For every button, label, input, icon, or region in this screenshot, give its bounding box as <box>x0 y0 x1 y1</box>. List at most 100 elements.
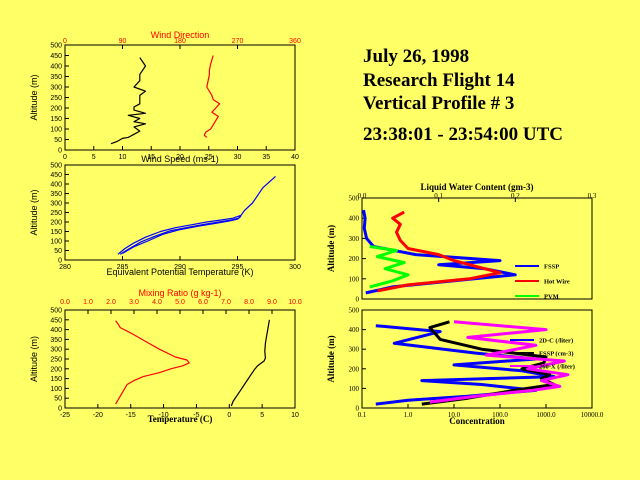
theta_e-y-tick-label: 400 <box>50 182 62 189</box>
temp_mixing-x-tick-label: -25 <box>60 412 70 419</box>
wind-plot-frame <box>64 44 296 151</box>
theta_e-x-tick-label: 295 <box>232 264 244 271</box>
wind-x-tick-label: 10 <box>119 154 127 161</box>
lwc-top-tick-label: 0.3 <box>588 192 597 200</box>
temp_mixing-top-tick-label: 9.0 <box>267 299 277 306</box>
wind-x-tick-label: 0 <box>63 154 67 161</box>
theta_e-y-tick-label: 100 <box>50 239 62 246</box>
concentration-y-tick-label: 200 <box>349 365 360 373</box>
wind-y-tick-label: 400 <box>50 64 62 71</box>
wind-y-tick-label: 0 <box>58 148 62 155</box>
temp_mixing-top-tick-label: 0.0 <box>60 299 70 306</box>
lwc-series-2-line <box>369 245 410 289</box>
theta_e-series-2-line <box>122 215 242 254</box>
wind-y-tick-label: 500 <box>50 43 62 50</box>
temp_mixing-top-tick-label: 8.0 <box>244 299 254 306</box>
lwc-top-tick-label: 0.0 <box>358 192 367 200</box>
temp_mixing-x-axis-label: Temperature (C) <box>148 414 213 424</box>
temp_mixing-top-tick-label: 4.0 <box>152 299 162 306</box>
theta_e-x-axis-label: Equivalent Potential Temperature (K) <box>107 267 254 277</box>
temp_mixing-x-tick-label: -15 <box>126 412 136 419</box>
concentration-legend-label: 260-X (/liter) <box>539 364 575 371</box>
header-date: July 26, 1998 <box>363 46 470 67</box>
theta_e-series-0-line <box>117 175 276 255</box>
theta_e-y-axis-label: Altitude (m) <box>29 189 39 235</box>
theta_e-x-tick-label: 280 <box>59 264 71 271</box>
theta_e-y-tick-label: 300 <box>50 201 62 208</box>
wind-x-axis-label: Wind Speed (ms-1) <box>141 154 219 164</box>
temp_mixing-series-0-line <box>115 320 190 405</box>
temp_mixing-y-tick-label: 350 <box>50 337 62 344</box>
lwc-top-tick-label: 0.1 <box>434 192 443 200</box>
lwc-top-tick-label: 0.2 <box>511 192 520 200</box>
lwc-legend-label: PVM <box>544 294 559 301</box>
theta_e-y-tick-label: 450 <box>50 172 62 179</box>
lwc-y-tick-label: 500 <box>349 195 360 203</box>
concentration-series-2-line <box>429 320 570 404</box>
temp_mixing-top-tick-label: 3.0 <box>129 299 139 306</box>
lwc-legend-label: Hot Wire <box>544 279 570 286</box>
concentration-y-tick-label: 400 <box>349 326 360 334</box>
lwc-y-tick-label: 0 <box>356 296 360 304</box>
wind-y-tick-label: 150 <box>50 116 62 123</box>
wind-top-tick-label: 360 <box>289 38 301 45</box>
temp_mixing-x-tick-label: -5 <box>193 412 199 419</box>
concentration-legend-label: FSSP (cm-3) <box>539 351 573 358</box>
lwc-plot-frame <box>361 197 593 300</box>
theta_e-y-tick-label: 350 <box>50 191 62 198</box>
concentration-y-tick-label: 300 <box>349 346 360 354</box>
concentration-y-axis-label: Altitude (m) <box>326 335 336 382</box>
theta_e-x-tick-label: 285 <box>117 264 129 271</box>
wind-top-tick-label: 270 <box>232 38 244 45</box>
temp_mixing-y-tick-label: 500 <box>50 308 62 315</box>
theta_e-y-tick-label: 250 <box>50 210 62 217</box>
theta_e-y-tick-label: 0 <box>58 258 62 265</box>
temp_mixing-y-tick-label: 300 <box>50 347 62 354</box>
theta_e-y-tick-label: 200 <box>50 220 62 227</box>
wind-top-tick-label: 90 <box>119 38 127 45</box>
lwc-legend-label: FSSP <box>544 264 559 271</box>
lwc-series-1-line <box>377 210 502 293</box>
temp_mixing-top-tick-label: 10.0 <box>288 299 302 306</box>
wind-y-tick-label: 450 <box>50 53 62 60</box>
concentration-x-tick-label: 1000.0 <box>536 411 556 419</box>
wind-series-1-line <box>203 55 221 138</box>
temp_mixing-y-tick-label: 250 <box>50 357 62 364</box>
concentration-x-tick-label: 1.0 <box>404 411 413 419</box>
wind-x-tick-label: 35 <box>262 154 270 161</box>
theta_e-series-1-line <box>119 214 242 255</box>
concentration-y-tick-label: 0 <box>356 405 360 413</box>
temp_mixing-y-tick-label: 0 <box>58 406 62 413</box>
concentration-y-tick-label: 500 <box>349 307 360 315</box>
lwc-y-tick-label: 400 <box>349 215 360 223</box>
wind-y-tick-label: 100 <box>50 127 62 134</box>
wind-x-tick-label: 25 <box>205 154 213 161</box>
temp_mixing-top-tick-label: 5.0 <box>175 299 185 306</box>
concentration-series-1-line <box>421 320 556 406</box>
concentration-legend-label: 2D-C (/liter) <box>539 338 573 345</box>
concentration-x-tick-label: 100.0 <box>492 411 508 419</box>
wind-y-tick-label: 250 <box>50 95 62 102</box>
temp_mixing-series-1-line <box>230 319 270 407</box>
wind-y-tick-label: 300 <box>50 85 62 92</box>
theta_e-y-tick-label: 150 <box>50 229 62 236</box>
temp_mixing-y-tick-label: 50 <box>54 396 62 403</box>
concentration-plot-frame <box>361 309 593 409</box>
theta_e-plot-frame <box>64 164 296 261</box>
temp_mixing-x-tick-label: -20 <box>93 412 103 419</box>
lwc-title: Liquid Water Content (gm-3) <box>421 182 534 192</box>
temp_mixing-x-tick-label: -10 <box>159 412 169 419</box>
wind-x-tick-label: 40 <box>291 154 299 161</box>
temp_mixing-y-tick-label: 200 <box>50 366 62 373</box>
temp_mixing-top-tick-label: 6.0 <box>198 299 208 306</box>
lwc-y-axis-label: Altitude (m) <box>326 225 336 272</box>
wind-x-tick-label: 5 <box>92 154 96 161</box>
temp_mixing-y-axis-label: Altitude (m) <box>29 336 39 382</box>
temp_mixing-y-tick-label: 150 <box>50 376 62 383</box>
theta_e-x-tick-label: 300 <box>289 264 301 271</box>
temp_mixing-x-tick-label: 10 <box>291 412 299 419</box>
wind-y-axis-label: Altitude (m) <box>29 74 39 120</box>
temp_mixing-y-tick-label: 450 <box>50 317 62 324</box>
wind-y-tick-label: 200 <box>50 106 62 113</box>
temp_mixing-y-tick-label: 100 <box>50 386 62 393</box>
